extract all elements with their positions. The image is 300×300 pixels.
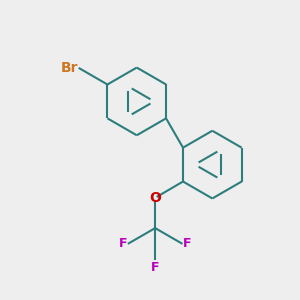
Text: O: O: [149, 190, 161, 205]
Text: F: F: [183, 237, 191, 250]
Text: Br: Br: [61, 61, 78, 75]
Text: F: F: [151, 261, 159, 274]
Text: F: F: [119, 237, 127, 250]
